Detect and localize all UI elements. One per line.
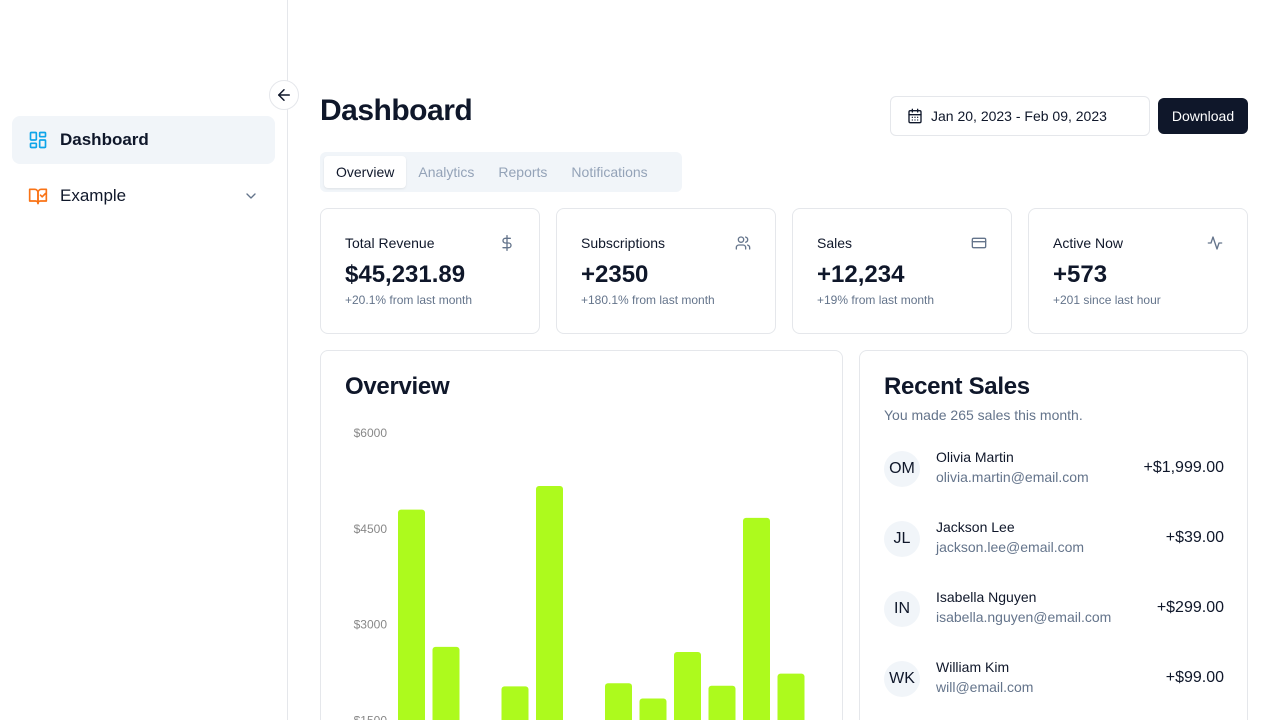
stat-sub: +19% from last month	[817, 293, 935, 307]
overview-card: Overview $6000 $4500 $3000 $1500	[320, 350, 843, 720]
sale-amount: +$99.00	[1165, 669, 1224, 686]
recent-sales-subtitle: You made 265 sales this month.	[884, 407, 1083, 423]
avatar: WK	[884, 661, 920, 697]
customer-email: isabella.nguyen@email.com	[936, 609, 1112, 625]
list-item: JL Jackson Lee jackson.lee@email.com +$3…	[884, 519, 1224, 561]
sidebar-item-label: Example	[60, 186, 127, 205]
stat-card-subscriptions: Subscriptions +2350 +180.1% from last mo…	[556, 208, 776, 334]
stat-sub: +180.1% from last month	[581, 293, 715, 307]
chart-bar	[501, 686, 529, 720]
y-tick-label: $4500	[354, 522, 388, 536]
chart-bar	[639, 698, 667, 720]
stat-card-active-now: Active Now +573 +201 since last hour	[1028, 208, 1248, 334]
y-tick-label: $1500	[354, 713, 388, 720]
layout-dashboard-icon	[28, 130, 48, 150]
stat-card-sales: Sales +12,234 +19% from last month	[792, 208, 1012, 334]
sale-amount: +$39.00	[1165, 529, 1224, 546]
chart-bar	[605, 683, 632, 720]
stat-value: +12,234	[817, 261, 905, 288]
collapse-sidebar-button[interactable]	[269, 80, 299, 110]
customer-name: Jackson Lee	[936, 519, 1015, 535]
sidebar-item-dashboard[interactable]: Dashboard	[12, 116, 275, 164]
chart-bar	[674, 651, 701, 720]
date-range-picker[interactable]: Jan 20, 2023 - Feb 09, 2023	[890, 96, 1150, 136]
credit-card-icon	[971, 235, 987, 251]
avatar: OM	[884, 451, 920, 487]
recent-sales-card: Recent Sales You made 265 sales this mon…	[859, 350, 1248, 720]
customer-email: jackson.lee@email.com	[936, 539, 1085, 555]
sidebar-item-label: Dashboard	[60, 130, 149, 149]
download-button[interactable]: Download	[1158, 98, 1248, 134]
y-tick-label: $6000	[354, 426, 388, 440]
calendar-icon	[907, 108, 923, 124]
avatar: JL	[884, 521, 920, 557]
users-icon	[735, 235, 751, 251]
overview-title: Overview	[345, 373, 450, 400]
list-item: WK William Kim will@email.com +$99.00	[884, 659, 1224, 701]
tab-notifications[interactable]: Notifications	[571, 164, 648, 180]
chart-bar	[743, 517, 770, 720]
recent-sales-title: Recent Sales	[884, 373, 1030, 400]
tabs: Overview Analytics Reports Notifications	[320, 152, 682, 192]
stat-sub: +20.1% from last month	[345, 293, 473, 307]
sidebar-item-example[interactable]: Example	[12, 172, 275, 220]
stat-title: Sales	[817, 235, 853, 251]
stat-title: Subscriptions	[581, 235, 666, 251]
stat-title: Active Now	[1053, 235, 1124, 251]
chart-bar	[536, 485, 563, 720]
chart-bar	[708, 685, 736, 720]
sidebar: Dashboard Example	[0, 0, 288, 720]
y-tick-label: $3000	[354, 618, 388, 632]
customer-email: olivia.martin@email.com	[936, 469, 1089, 485]
stat-value: +2350	[581, 261, 649, 288]
tab-overview[interactable]: Overview	[324, 156, 407, 188]
tab-reports[interactable]: Reports	[498, 164, 548, 180]
main-content: Dashboard Jan 20, 2023 - Feb 09, 2023 Do…	[288, 0, 1280, 720]
chart-bar	[398, 509, 425, 720]
stat-value: $45,231.89	[345, 261, 466, 288]
list-item: IN Isabella Nguyen isabella.nguyen@email…	[884, 589, 1224, 631]
list-item: OM Olivia Martin olivia.martin@email.com…	[884, 449, 1224, 491]
stat-card-total-revenue: Total Revenue $45,231.89 +20.1% from las…	[320, 208, 540, 334]
stat-sub: +201 since last hour	[1053, 293, 1161, 307]
activity-icon	[1207, 235, 1223, 251]
chart-bar	[432, 646, 460, 720]
chart-bar	[777, 673, 805, 720]
tab-analytics[interactable]: Analytics	[418, 164, 475, 180]
dollar-icon	[499, 235, 515, 251]
customer-name: Isabella Nguyen	[936, 589, 1037, 605]
sale-amount: +$299.00	[1156, 599, 1224, 616]
customer-name: William Kim	[936, 659, 1010, 675]
chevron-down-icon[interactable]	[243, 188, 259, 204]
avatar: IN	[884, 591, 920, 627]
arrow-left-icon	[275, 86, 293, 104]
stat-value: +573	[1053, 261, 1108, 288]
book-check-icon	[28, 186, 48, 206]
sale-amount: +$1,999.00	[1143, 459, 1224, 476]
stat-title: Total Revenue	[345, 235, 435, 251]
date-range-text: Jan 20, 2023 - Feb 09, 2023	[931, 108, 1107, 124]
customer-name: Olivia Martin	[936, 449, 1014, 465]
customer-email: will@email.com	[936, 679, 1034, 695]
overview-bar-chart: $6000 $4500 $3000 $1500	[354, 426, 805, 720]
page-title: Dashboard	[320, 94, 473, 127]
